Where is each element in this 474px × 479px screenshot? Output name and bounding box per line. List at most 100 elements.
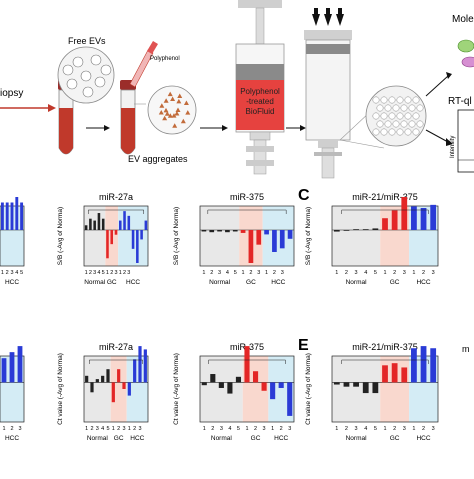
tick-label: 5: [374, 426, 377, 432]
group-label: Normal: [87, 435, 109, 442]
tick-label: 1: [335, 270, 338, 276]
bar: [382, 218, 388, 230]
bar: [382, 365, 388, 383]
bar: [1, 358, 7, 383]
bar: [343, 230, 350, 231]
bar: [240, 230, 246, 233]
bar: [362, 229, 369, 230]
bar: [117, 369, 121, 383]
bar: [353, 229, 359, 230]
bar: [111, 382, 115, 403]
bar: [133, 359, 137, 383]
bar: [232, 230, 238, 232]
group-label: Normal: [211, 435, 233, 442]
tick-label: 3: [432, 426, 435, 432]
y-axis-label: S/B (-Avg of Norma): [305, 207, 312, 265]
membrane-pore-icon: [372, 128, 380, 136]
tick-label: 4: [101, 426, 104, 432]
membrane-pore-icon: [396, 96, 404, 104]
tick-label: 2: [117, 426, 120, 432]
bar: [140, 230, 143, 240]
membrane-pore-icon: [416, 104, 424, 112]
panel-letter: E: [298, 337, 309, 354]
bar: [17, 346, 23, 383]
bar: [333, 230, 340, 232]
bar: [353, 382, 359, 387]
group-label: GC: [114, 435, 124, 442]
intensity-label: Intensity: [450, 136, 456, 158]
bar: [217, 230, 222, 232]
bar: [20, 202, 24, 230]
tick-label: 2: [393, 270, 396, 276]
normal-group-background: [84, 206, 106, 266]
bar: [391, 363, 398, 383]
membrane-pore-icon: [416, 120, 424, 128]
plot-frame: [83, 355, 149, 423]
bar: [106, 369, 110, 383]
tick-label: 2: [123, 270, 126, 276]
biofluid-label-line-3: BioFluid: [246, 107, 275, 116]
tick-label: 3: [432, 270, 435, 276]
aggregate-particle-icon: [163, 98, 169, 103]
tick-label: 5: [106, 426, 109, 432]
tick-label: 3: [127, 270, 130, 276]
tick-label: 1: [128, 426, 131, 432]
ev-particle-icon: [66, 78, 78, 90]
bar: [411, 206, 417, 230]
bar: [287, 382, 293, 416]
membrane-pore-icon: [384, 104, 392, 112]
membrane-pore-icon: [412, 96, 420, 104]
tick-label: 3: [220, 426, 223, 432]
bar: [127, 382, 131, 396]
plot-frame: [331, 205, 439, 267]
tick-label: 1: [1, 270, 4, 276]
plot-frame: [331, 355, 439, 423]
bar: [270, 382, 276, 400]
bar: [430, 348, 437, 383]
membrane-pore-icon: [388, 128, 396, 136]
plot-frame: [199, 205, 295, 267]
membrane-pore-icon: [396, 128, 404, 136]
aggregate-particle-icon: [170, 96, 176, 102]
membrane-pore-icon: [400, 120, 408, 128]
aggregate-particle-icon: [167, 91, 173, 97]
polyphenol-label: Polyphenol: [150, 56, 180, 62]
tick-label: 3: [18, 426, 21, 432]
bar: [248, 230, 254, 263]
membrane-pore-icon: [400, 104, 408, 112]
tick-label: 1: [383, 270, 386, 276]
membrane-pore-icon: [392, 104, 400, 112]
ev-particle-icon: [72, 56, 84, 68]
tick-label: 5: [234, 270, 237, 276]
biopsy-label: iopsy: [0, 88, 23, 99]
bar: [391, 210, 398, 230]
bar: [15, 197, 19, 230]
group-label: Normal: [84, 279, 106, 286]
ev-particle-icon: [94, 76, 106, 88]
ev-particle-icon: [90, 54, 102, 66]
bar: [201, 382, 207, 386]
tick-label: 1: [412, 270, 415, 276]
membrane-pore-icon: [376, 104, 384, 112]
aggregate-particle-icon: [171, 113, 177, 118]
bar: [84, 225, 88, 230]
significance-bracket: [341, 359, 429, 364]
bar: [225, 230, 230, 233]
tick-label: 1: [2, 426, 5, 432]
normal-group-background: [84, 356, 111, 422]
tick-label: 2: [345, 270, 348, 276]
bar: [95, 379, 99, 383]
gc-group-background: [110, 356, 127, 422]
significance-bracket: [88, 209, 144, 214]
ev-particle-icon: [82, 86, 94, 98]
membrane-pore-icon: [412, 112, 420, 120]
tick-label: 2: [110, 270, 113, 276]
aggregate-particle-icon: [180, 118, 186, 124]
group-label: Normal: [346, 279, 368, 286]
bar: [343, 382, 350, 387]
